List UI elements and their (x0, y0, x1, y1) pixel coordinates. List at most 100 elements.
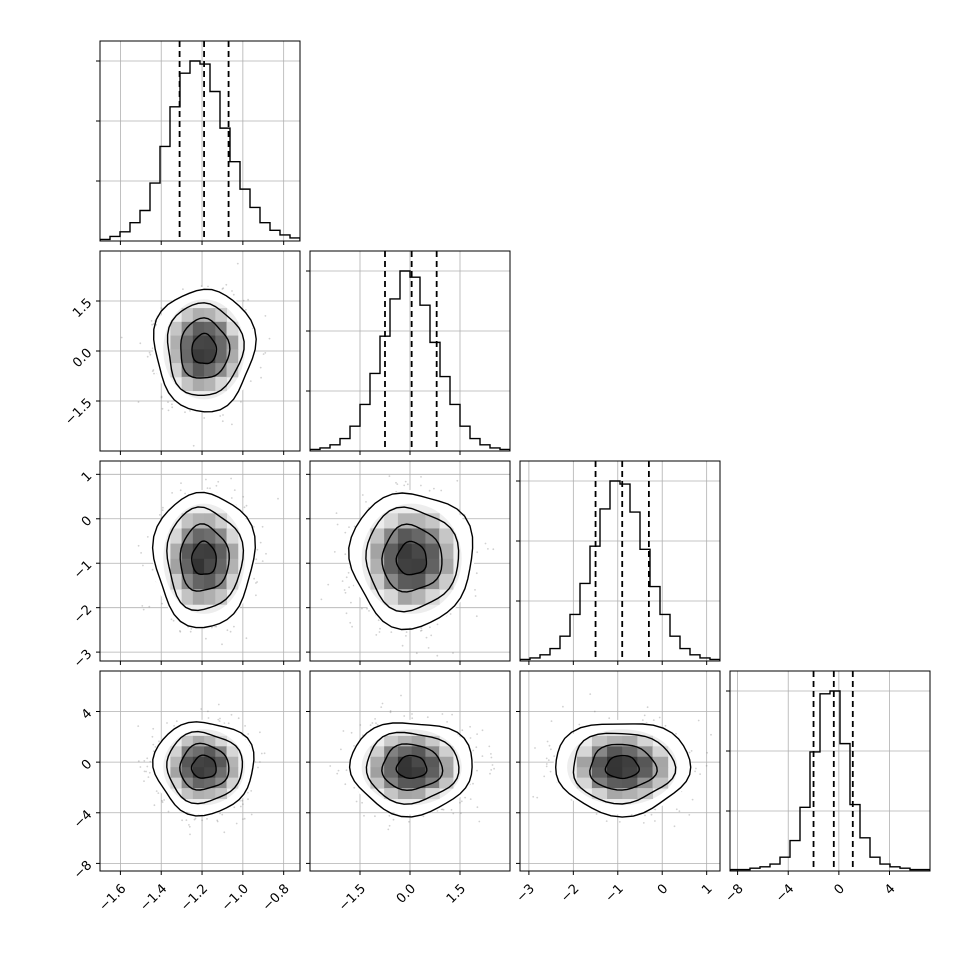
scatter-point (142, 608, 145, 611)
density-cell (226, 528, 239, 545)
density-cell (384, 589, 399, 605)
density-cell (181, 363, 194, 378)
scatter-point (192, 444, 195, 447)
scatter-point (161, 801, 164, 804)
scatter-point (419, 630, 422, 632)
density-cell (226, 363, 239, 378)
scatter-point (456, 479, 459, 482)
scatter-point (148, 351, 151, 354)
density-cell (215, 573, 228, 590)
scatter-point (219, 415, 222, 417)
scatter-point (368, 610, 370, 612)
density-cell (215, 558, 228, 575)
density-cell (192, 335, 205, 350)
scatter-point (182, 288, 184, 291)
scatter-point (405, 631, 408, 633)
scatter-point (160, 395, 163, 398)
scatter-point (361, 607, 363, 610)
density-cell (411, 513, 426, 529)
scatter-point (264, 315, 267, 317)
scatter-point (233, 625, 235, 628)
scatter-point (277, 497, 279, 500)
scatter-point (427, 647, 430, 649)
scatter-point (218, 720, 221, 722)
scatter-point (237, 717, 240, 720)
scatter-point (162, 506, 164, 509)
scatter-point (492, 548, 495, 551)
density-cell (226, 573, 239, 590)
scatter-point (171, 403, 173, 406)
scatter-point (239, 805, 242, 808)
density-cell (181, 543, 194, 560)
scatter-point (449, 613, 452, 615)
scatter-point (152, 369, 155, 371)
scatter-point (151, 323, 154, 326)
density-cell (204, 558, 216, 575)
scatter-point (475, 615, 478, 618)
scatter-point (230, 497, 233, 499)
density-panel-3-0 (96, 670, 301, 875)
density-cell (397, 558, 413, 575)
density-cell (397, 573, 413, 590)
scatter-point (259, 541, 262, 544)
scatter-point (163, 799, 166, 801)
scatter-point (236, 262, 239, 265)
scatter-point (262, 353, 265, 355)
scatter-point (403, 484, 406, 487)
density-cell (170, 335, 183, 350)
scatter-point (255, 558, 258, 561)
scatter-point (343, 589, 346, 591)
scatter-point (255, 582, 257, 584)
scatter-point (230, 477, 233, 480)
scatter-point (420, 476, 422, 478)
scatter-point (375, 634, 378, 636)
density-cell (411, 573, 426, 590)
density-cell (192, 308, 205, 323)
scatter-point (395, 481, 397, 484)
density-cell (370, 543, 385, 560)
density-cell (384, 558, 399, 575)
scatter-point (436, 654, 439, 657)
scatter-point (160, 396, 163, 399)
scatter-point (137, 544, 140, 547)
density-core (170, 513, 239, 605)
density-cell (192, 573, 205, 590)
density-cell (204, 363, 216, 378)
scatter-point (231, 290, 233, 292)
scatter-point (348, 526, 350, 528)
scatter-point (161, 509, 164, 512)
scatter-point (200, 708, 203, 710)
scatter-point (185, 819, 188, 821)
density-cell (397, 528, 413, 545)
density-cell (370, 528, 385, 545)
scatter-point (150, 320, 153, 322)
density-cell (204, 376, 216, 392)
scatter-point (320, 598, 323, 601)
scatter-point (361, 494, 364, 496)
scatter-point (253, 577, 256, 580)
panel-frame (519, 460, 721, 662)
scatter-point (379, 627, 381, 630)
density-cell (181, 589, 194, 605)
scatter-point (261, 560, 264, 562)
density-contour (365, 506, 460, 613)
density-cell (226, 543, 239, 560)
scatter-point (189, 630, 192, 633)
scatter-point (265, 552, 267, 555)
scatter-point (206, 818, 208, 820)
density-cell (215, 543, 228, 560)
scatter-point (184, 411, 186, 414)
histogram-bars (100, 60, 300, 241)
scatter-point (429, 626, 431, 629)
scatter-point (351, 625, 353, 628)
scatter-point (120, 336, 123, 339)
scatter-point (167, 401, 169, 403)
scatter-point (155, 323, 158, 326)
scatter-point (189, 410, 191, 412)
gridlines (100, 41, 300, 241)
density-cell (215, 513, 228, 529)
density-cell (170, 363, 183, 378)
scatter-point (242, 299, 245, 302)
scatter-point (141, 605, 144, 607)
scatter-point (336, 523, 339, 526)
